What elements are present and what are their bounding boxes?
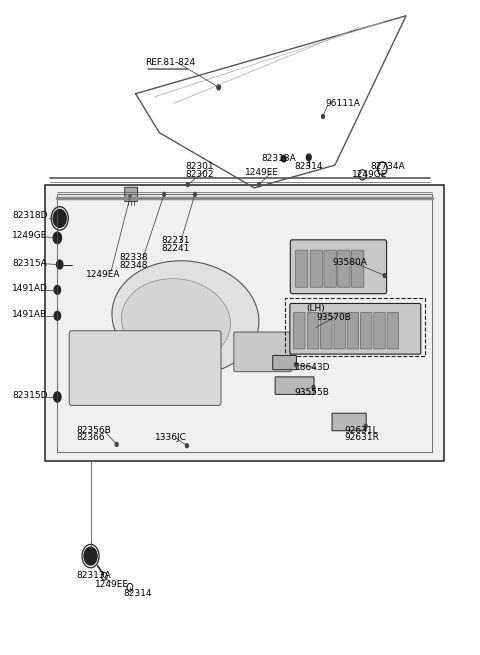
FancyBboxPatch shape [324,250,336,288]
FancyBboxPatch shape [69,331,221,405]
Circle shape [295,363,298,366]
Text: 92631L: 92631L [344,426,378,435]
Circle shape [384,274,386,278]
FancyBboxPatch shape [351,250,364,288]
Text: 82301: 82301 [185,162,214,171]
Text: 1249EE: 1249EE [96,580,129,589]
Circle shape [193,193,196,196]
FancyBboxPatch shape [360,312,372,349]
Text: 82315D: 82315D [12,391,48,400]
Text: 82366: 82366 [76,434,105,442]
Circle shape [322,115,324,119]
Ellipse shape [121,278,230,364]
Circle shape [163,193,166,196]
Circle shape [281,155,286,162]
Circle shape [364,424,367,428]
Text: 1491AB: 1491AB [12,310,48,319]
Text: 82338: 82338 [119,253,148,262]
Circle shape [84,547,97,565]
Circle shape [306,154,311,160]
FancyBboxPatch shape [46,185,444,460]
Circle shape [115,442,118,446]
FancyBboxPatch shape [387,312,398,349]
Circle shape [258,183,261,187]
FancyBboxPatch shape [310,250,323,288]
Text: 82356B: 82356B [76,426,111,435]
Text: 1249EE: 1249EE [245,168,279,178]
Circle shape [185,443,188,447]
Text: 1249GE: 1249GE [351,170,387,179]
Text: 93555B: 93555B [295,388,329,397]
Text: REF.81-824: REF.81-824 [145,58,195,67]
Circle shape [186,183,189,187]
Text: 82348: 82348 [119,261,147,270]
FancyBboxPatch shape [347,312,359,349]
FancyBboxPatch shape [125,187,137,202]
FancyBboxPatch shape [321,312,332,349]
FancyBboxPatch shape [290,303,421,354]
FancyBboxPatch shape [338,250,350,288]
Circle shape [217,84,220,90]
FancyBboxPatch shape [374,312,385,349]
Circle shape [53,232,61,244]
Text: 96111A: 96111A [325,99,360,108]
Text: 1249GE: 1249GE [12,231,48,240]
Circle shape [312,385,315,389]
Text: 82315A: 82315A [12,259,47,269]
FancyBboxPatch shape [273,356,297,369]
Circle shape [129,196,132,200]
Text: 82302: 82302 [185,170,214,179]
Text: 82241: 82241 [162,244,190,253]
Text: 18643D: 18643D [295,364,330,372]
Text: 92631R: 92631R [344,434,379,442]
FancyBboxPatch shape [294,312,305,349]
Text: 82313A: 82313A [76,571,111,580]
Text: 1491AD: 1491AD [12,284,48,293]
Text: 82318D: 82318D [12,212,48,220]
Circle shape [56,260,63,269]
Text: 1249EA: 1249EA [86,270,120,279]
FancyBboxPatch shape [307,312,319,349]
FancyBboxPatch shape [296,250,308,288]
FancyBboxPatch shape [332,413,366,431]
Text: 93570B: 93570B [316,312,351,322]
FancyBboxPatch shape [290,240,386,293]
FancyBboxPatch shape [275,377,314,394]
Ellipse shape [112,261,259,375]
FancyBboxPatch shape [234,332,291,371]
Text: 82313A: 82313A [261,154,296,163]
Circle shape [54,311,60,320]
Text: 93580A: 93580A [333,258,367,267]
Text: 1336JC: 1336JC [155,434,186,442]
Circle shape [53,210,66,227]
Text: (LH): (LH) [306,303,325,312]
Circle shape [54,392,61,402]
FancyBboxPatch shape [334,312,345,349]
Text: 82314: 82314 [124,590,152,598]
Text: 82231: 82231 [162,236,190,245]
Text: 82314: 82314 [295,162,323,171]
Circle shape [54,286,60,294]
Text: 82734A: 82734A [371,162,405,171]
